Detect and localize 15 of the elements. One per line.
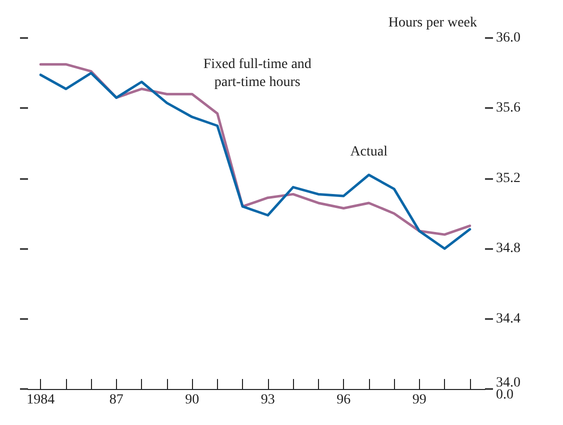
y-tick-label: 36.0 bbox=[496, 30, 520, 46]
y-tick-label: 34.8 bbox=[496, 241, 520, 256]
y-tick-label: 35.6 bbox=[496, 100, 520, 116]
x-tick-label: 96 bbox=[336, 392, 351, 408]
x-tick-label: 99 bbox=[412, 392, 426, 408]
series-label: Fixed full-time and part-time hours bbox=[203, 56, 312, 90]
series-label: Actual bbox=[350, 144, 388, 160]
y-axis-title: Hours per week bbox=[388, 16, 477, 30]
y-tick-label: 34.4 bbox=[496, 311, 520, 326]
x-tick-label: 93 bbox=[260, 392, 275, 408]
x-tick-label: 90 bbox=[185, 392, 200, 408]
x-tick-label: 87 bbox=[109, 392, 124, 408]
x-tick-label: 1984 bbox=[26, 392, 55, 408]
y-tick-label: 34.0 0.0 bbox=[496, 376, 520, 402]
y-tick-label: 35.2 bbox=[496, 170, 520, 186]
